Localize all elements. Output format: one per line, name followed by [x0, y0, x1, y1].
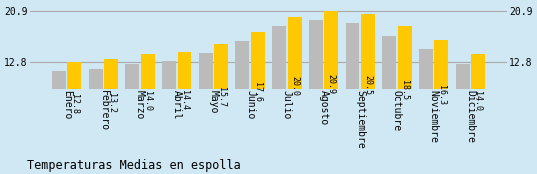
Bar	[272, 26, 286, 142]
Bar	[52, 71, 66, 142]
Text: 17.6: 17.6	[253, 82, 263, 102]
Text: 12.8: 12.8	[70, 94, 79, 114]
Bar	[214, 44, 228, 142]
Bar	[345, 23, 359, 142]
Bar	[397, 26, 411, 142]
Bar	[178, 52, 192, 142]
Bar	[162, 61, 176, 142]
Bar	[419, 49, 433, 142]
Text: 20.9: 20.9	[326, 74, 336, 94]
Text: 18.5: 18.5	[400, 80, 409, 100]
Bar	[361, 14, 375, 142]
Bar	[68, 62, 82, 142]
Bar	[455, 64, 469, 142]
Bar	[141, 54, 155, 142]
Bar	[324, 11, 338, 142]
Text: 15.7: 15.7	[217, 87, 226, 107]
Text: 16.3: 16.3	[437, 85, 446, 105]
Bar	[126, 64, 140, 142]
Text: Temperaturas Medias en espolla: Temperaturas Medias en espolla	[27, 159, 241, 172]
Text: 20.0: 20.0	[290, 76, 299, 96]
Text: 13.2: 13.2	[107, 93, 115, 113]
Bar	[471, 54, 485, 142]
Text: 14.0: 14.0	[143, 91, 153, 111]
Text: 20.5: 20.5	[364, 75, 372, 95]
Bar	[251, 32, 265, 142]
Text: 14.0: 14.0	[474, 91, 482, 111]
Bar	[434, 40, 448, 142]
Bar	[288, 17, 301, 142]
Bar	[89, 69, 103, 142]
Bar	[104, 59, 118, 142]
Text: 14.4: 14.4	[180, 90, 189, 110]
Bar	[309, 21, 323, 142]
Bar	[199, 53, 213, 142]
Bar	[382, 35, 396, 142]
Bar	[236, 41, 249, 142]
